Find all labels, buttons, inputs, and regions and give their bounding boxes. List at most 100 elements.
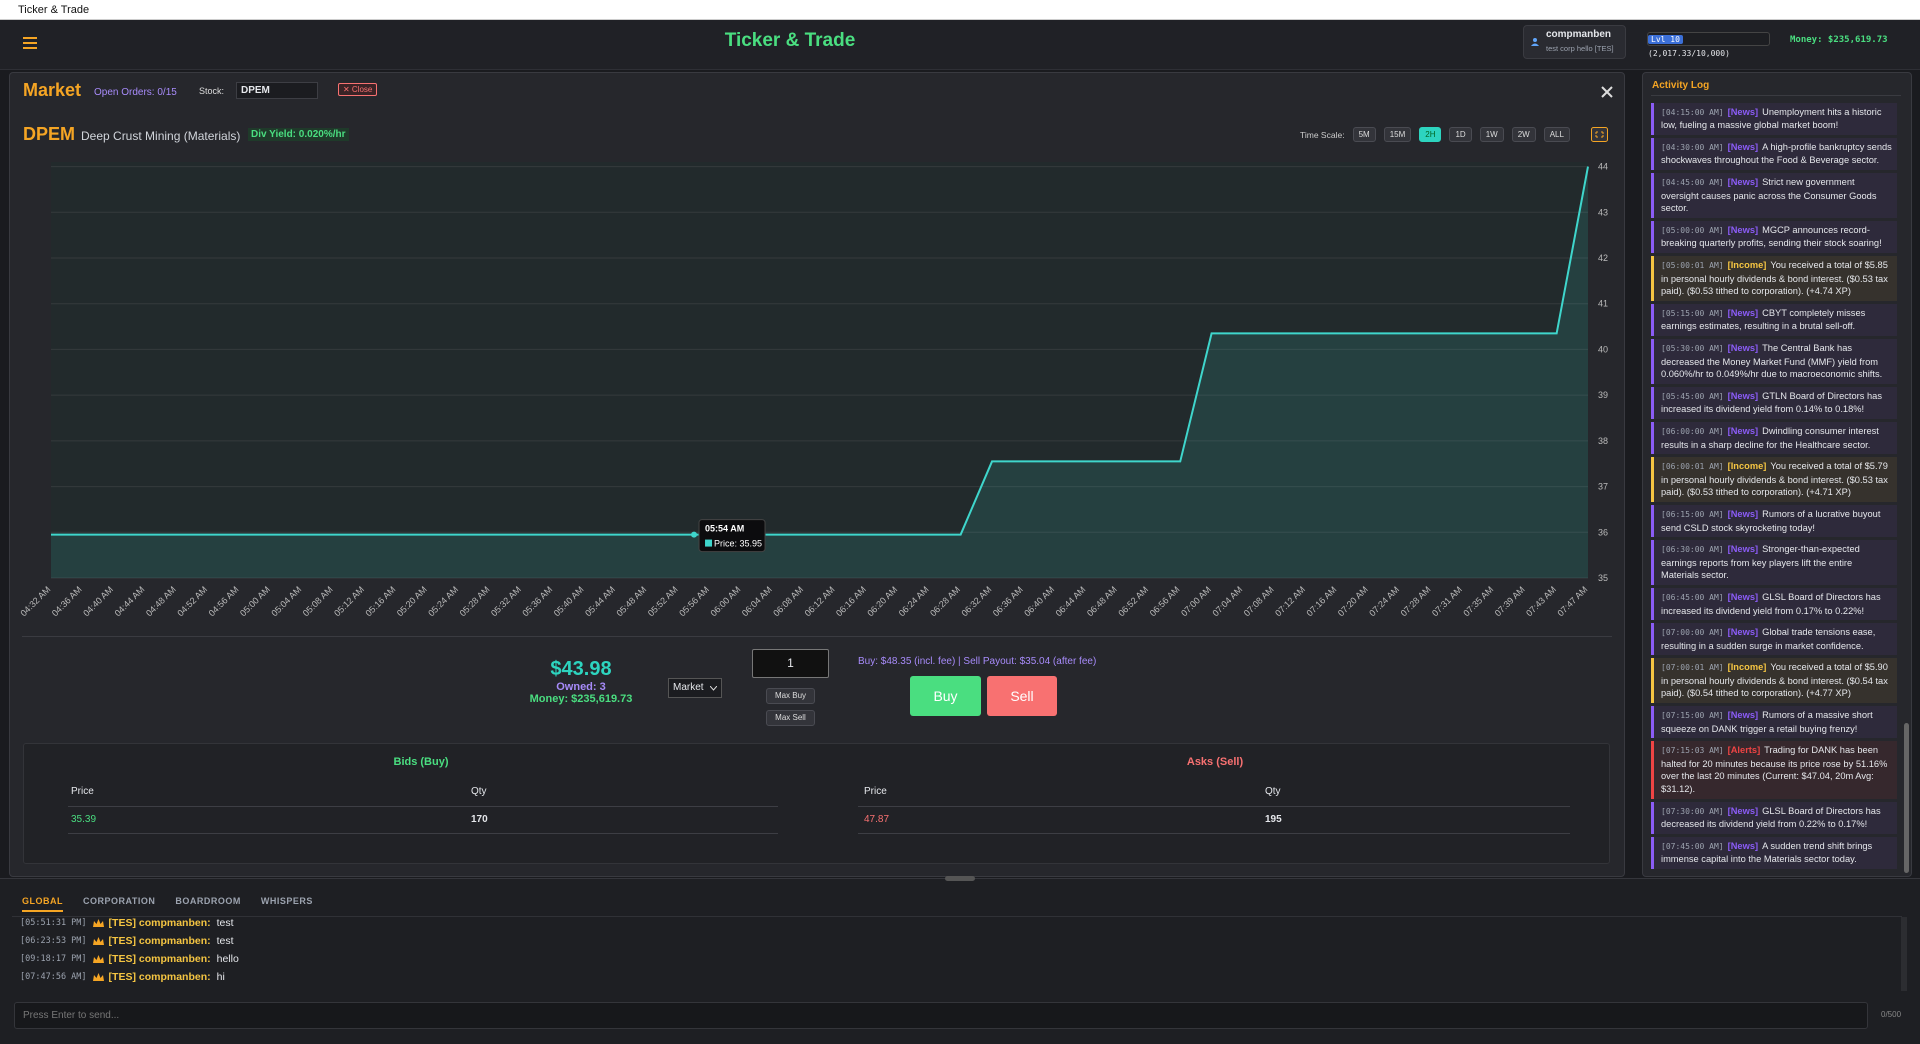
chat-tab[interactable]: WHISPERS <box>260 896 313 906</box>
menu-icon[interactable] <box>22 35 38 51</box>
time-scale-label: Time Scale: <box>1300 129 1345 140</box>
price-area <box>51 166 1588 579</box>
log-entry: [07:00:00 AM] [News] Global trade tensions… <box>1651 623 1897 656</box>
money: Money: $235,619.73 <box>529 693 633 705</box>
chat-text: hi <box>216 971 225 983</box>
x-tick-label: 06:32 AM <box>959 584 993 618</box>
max-sell-button[interactable]: Max Sell <box>766 710 815 726</box>
quantity-input[interactable]: 1 <box>752 649 829 678</box>
time-scale-option[interactable]: 1W <box>1479 127 1504 142</box>
chat-message: [07:47:56 AM] [TES] compmanben: hi <box>20 968 239 986</box>
y-tick-label: 42 <box>1598 253 1608 263</box>
chat-scrollbar[interactable] <box>1901 917 1907 991</box>
crown-shape <box>92 972 104 981</box>
log-tag: [News] <box>1727 177 1759 188</box>
header: Ticker & Trade compmanben test corp hell… <box>0 20 1920 70</box>
scrollbar[interactable] <box>1904 723 1909 873</box>
log-text: Rumors of a lucrative buyout send CSLD s… <box>1661 508 1881 533</box>
log-time: [06:45:00 AM] <box>1661 592 1724 602</box>
bid-price: 35.39 <box>71 814 97 825</box>
log-time: [07:15:03 AM] <box>1661 746 1724 756</box>
log-entry: [07:30:00 AM] [News] GLSL Board of Directo… <box>1651 801 1897 834</box>
x-tick-label: 06:00 AM <box>709 584 743 618</box>
bids-price-header: Price <box>71 786 94 797</box>
x-tick-label: 05:56 AM <box>677 584 711 618</box>
log-list: [04:15:00 AM] [News] Unemployment hits a h… <box>1651 96 1897 872</box>
time-scale-option[interactable]: ALL <box>1543 127 1570 142</box>
log-tag: [News] <box>1727 390 1759 401</box>
x-tick-label: 04:48 AM <box>144 584 178 618</box>
log-entry: [06:45:00 AM] [News] GLSL Board of Directo… <box>1651 587 1897 621</box>
time-scale-option[interactable]: 5M <box>1352 127 1376 142</box>
x-tick-label: 05:24 AM <box>426 584 460 618</box>
stock-name: Deep Crust Mining (Materials) <box>81 129 241 143</box>
max-buy-button[interactable]: Max Buy <box>766 688 815 704</box>
order-type-select[interactable]: Market <box>668 678 722 698</box>
time-scale-option[interactable]: 2H <box>1419 127 1442 142</box>
stock-input[interactable]: DPEM <box>236 82 318 99</box>
chat-message: [09:18:17 PM] [TES] compmanben: hello <box>20 950 239 968</box>
close-stock-button[interactable]: ✕ Close <box>338 83 378 96</box>
x-tick-label: 05:32 AM <box>489 584 523 618</box>
chat-user: [TES] compmanben: <box>108 935 211 947</box>
x-tick-label: 07:28 AM <box>1399 584 1433 618</box>
crown-icon <box>92 918 104 927</box>
chat-time: [07:47:56 AM] <box>20 972 87 982</box>
price-box: $43.98 Owned: 3 Money: $235,619.73 <box>480 658 682 705</box>
time-scale-option[interactable]: 1D <box>1449 127 1472 142</box>
log-tag: [News] <box>1727 307 1759 318</box>
corp-name: test corp hello [TES] <box>1546 44 1614 53</box>
x-tick-label: 05:12 AM <box>332 584 366 618</box>
chat-user: [TES] compmanben: <box>108 971 211 983</box>
x-tick-label: 04:36 AM <box>50 584 84 618</box>
log-tag: [Income] <box>1727 461 1767 472</box>
log-tag: [News] <box>1727 710 1759 721</box>
chat-tab[interactable]: BOARDROOM <box>175 896 241 906</box>
x-tick-label: 06:40 AM <box>1022 584 1056 618</box>
sell-button[interactable]: Sell <box>987 676 1057 716</box>
log-tag: [News] <box>1727 343 1759 353</box>
log-text: Unemployment hits a historic low, fuelin… <box>1661 106 1882 131</box>
log-tag: [News] <box>1727 840 1759 851</box>
crown-icon <box>92 936 104 945</box>
y-tick-label: 41 <box>1598 299 1608 309</box>
log-time: [07:15:00 AM] <box>1661 711 1724 721</box>
y-tick-label: 40 <box>1598 344 1608 354</box>
crown-icon <box>92 954 104 963</box>
y-tick-label: 35 <box>1598 573 1608 583</box>
tooltip-dot <box>691 531 698 538</box>
time-scale-option[interactable]: 15M <box>1383 127 1412 142</box>
log-tag: [News] <box>1727 425 1759 436</box>
log-entry: [04:45:00 AM] [News] Strict new government… <box>1651 173 1897 218</box>
chat-input[interactable]: Press Enter to send... <box>14 1002 1868 1029</box>
log-time: [06:30:00 AM] <box>1661 545 1724 555</box>
time-scale-option[interactable]: 2W <box>1511 127 1536 142</box>
buy-button[interactable]: Buy <box>910 676 981 716</box>
x-tick-label: 07:04 AM <box>1210 584 1244 618</box>
fullscreen-button[interactable] <box>1591 127 1608 142</box>
open-orders: Open Orders: 0/15 <box>94 87 177 98</box>
x-tick-label: 07:35 AM <box>1461 584 1495 618</box>
crown-icon <box>92 972 104 981</box>
y-tick-label: 36 <box>1598 527 1608 537</box>
y-tick-label: 38 <box>1598 436 1608 446</box>
asks-title: Asks (Sell) <box>1186 756 1244 768</box>
current-price: $43.98 <box>550 658 612 680</box>
chat-tab[interactable]: GLOBAL <box>22 892 63 912</box>
chat-tab[interactable]: CORPORATION <box>83 896 156 906</box>
user-box[interactable]: compmanben test corp hello [TES] <box>1523 25 1626 59</box>
x-tick-label: 07:12 AM <box>1273 584 1307 618</box>
log-entry: [05:45:00 AM] [News] GTLN Board of Directo… <box>1651 386 1897 419</box>
close-panel-icon[interactable] <box>1601 86 1613 98</box>
x-tick-label: 05:04 AM <box>269 584 303 618</box>
plot-area <box>51 162 1588 578</box>
tooltip-price: Price: 35.95 <box>714 539 762 549</box>
ask-price: 47.87 <box>864 814 890 825</box>
x-tick-label: 07:31 AM <box>1430 584 1464 618</box>
x-tick-label: 04:44 AM <box>113 584 147 618</box>
log-entry: [07:15:03 AM] [Alerts] Trading for DANK ha… <box>1651 741 1897 799</box>
log-time: [07:30:00 AM] <box>1661 806 1724 816</box>
chat-text: hello <box>216 953 239 965</box>
log-text: Global trade tensions ease, resulting in… <box>1661 627 1876 651</box>
log-entry: [05:30:00 AM] [News] The Central Bank has … <box>1651 339 1897 384</box>
